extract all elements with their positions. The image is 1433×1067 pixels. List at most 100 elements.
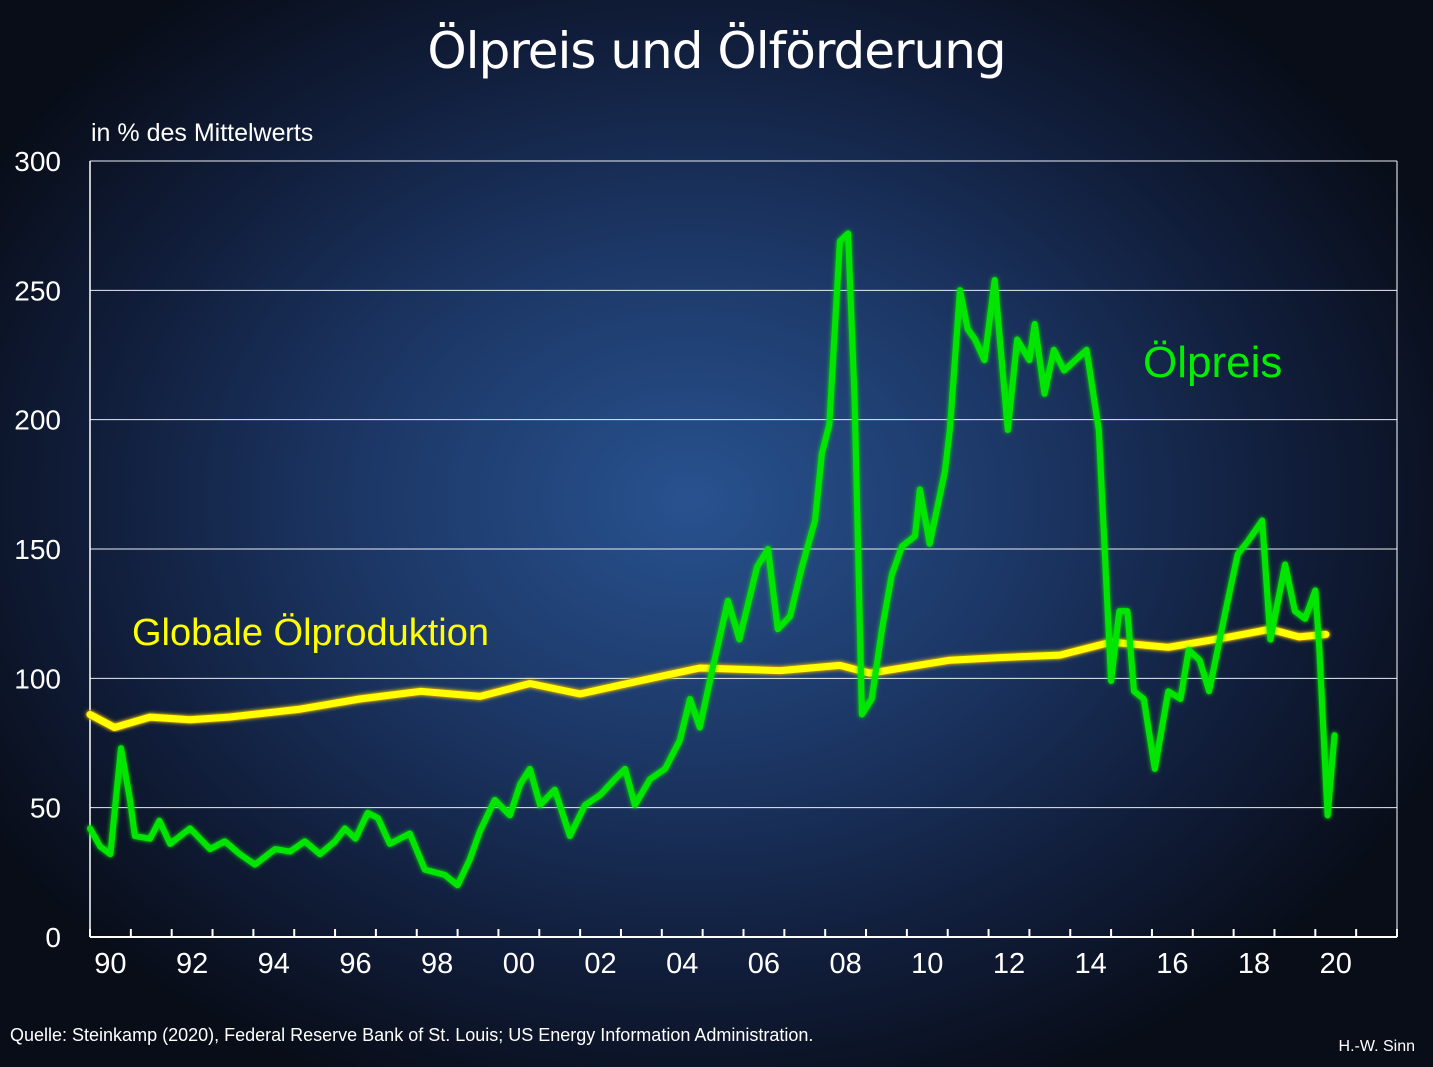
data-point bbox=[128, 798, 132, 802]
y-axis-label: in % des Mittelwerts bbox=[91, 119, 314, 147]
data-point bbox=[838, 663, 842, 667]
data-point bbox=[663, 767, 667, 771]
series-label-production: Globale Ölproduktion bbox=[132, 612, 489, 654]
data-point bbox=[1326, 813, 1330, 817]
series-label-oilprice: Ölpreis bbox=[1143, 338, 1283, 387]
data-point bbox=[1052, 348, 1056, 352]
data-point bbox=[343, 826, 347, 830]
x-tick-label: 00 bbox=[503, 948, 535, 980]
y-tick-label: 50 bbox=[30, 793, 61, 824]
data-point bbox=[678, 738, 682, 742]
x-tick-label: 10 bbox=[911, 948, 943, 980]
data-point bbox=[1228, 635, 1232, 639]
y-tick-label: 150 bbox=[14, 534, 61, 565]
data-point bbox=[1062, 369, 1066, 373]
x-tick-label: 04 bbox=[666, 948, 698, 980]
data-point bbox=[890, 573, 894, 577]
data-point bbox=[208, 847, 212, 851]
data-point bbox=[1283, 563, 1287, 567]
y-tick-label: 0 bbox=[45, 922, 61, 953]
data-point bbox=[108, 852, 112, 856]
data-point bbox=[333, 839, 337, 843]
chart-title: Ölpreis und Ölförderung bbox=[427, 22, 1006, 80]
data-point bbox=[648, 777, 652, 781]
data-point bbox=[982, 358, 986, 362]
source-note: Quelle: Steinkamp (2020), Federal Reserv… bbox=[10, 1025, 814, 1045]
data-point bbox=[913, 534, 917, 538]
data-point bbox=[223, 839, 227, 843]
data-point bbox=[1187, 648, 1191, 652]
data-point bbox=[746, 604, 750, 608]
data-point bbox=[1006, 428, 1010, 432]
data-point bbox=[599, 793, 603, 797]
data-point bbox=[88, 713, 92, 717]
data-point bbox=[1142, 697, 1146, 701]
data-point bbox=[113, 725, 117, 729]
data-point bbox=[918, 488, 922, 492]
data-point bbox=[860, 713, 864, 717]
data-point bbox=[376, 816, 380, 820]
data-point bbox=[948, 658, 952, 662]
data-point bbox=[1058, 653, 1062, 657]
x-tick-label: 06 bbox=[748, 948, 780, 980]
data-point bbox=[133, 834, 137, 838]
data-point bbox=[388, 842, 392, 846]
data-point bbox=[737, 638, 741, 642]
data-point bbox=[1207, 689, 1211, 693]
data-point bbox=[288, 850, 292, 854]
data-point bbox=[478, 829, 482, 833]
data-point bbox=[1125, 609, 1129, 613]
data-point bbox=[853, 397, 857, 401]
data-point bbox=[1117, 609, 1121, 613]
data-point bbox=[1268, 638, 1272, 642]
y-tick-label: 200 bbox=[14, 405, 61, 436]
data-point bbox=[800, 565, 804, 569]
y-tick-label: 100 bbox=[14, 663, 61, 694]
data-point bbox=[353, 837, 357, 841]
data-point bbox=[1333, 733, 1337, 737]
y-tick-label: 250 bbox=[14, 275, 61, 306]
data-point bbox=[623, 767, 627, 771]
x-tick-label: 18 bbox=[1238, 948, 1270, 980]
data-point bbox=[1132, 689, 1136, 693]
data-point bbox=[1198, 658, 1202, 662]
data-point bbox=[958, 288, 962, 292]
data-point bbox=[423, 868, 427, 872]
data-point bbox=[1166, 689, 1170, 693]
data-point bbox=[408, 832, 412, 836]
data-point bbox=[419, 689, 423, 693]
data-point bbox=[827, 423, 831, 427]
data-point bbox=[778, 669, 782, 673]
data-point bbox=[493, 798, 497, 802]
data-point bbox=[1097, 428, 1101, 432]
data-point bbox=[688, 697, 692, 701]
data-point bbox=[710, 669, 714, 673]
author-credit: H.-W. Sinn bbox=[1338, 1038, 1415, 1055]
data-point bbox=[1179, 697, 1183, 701]
data-point bbox=[568, 834, 572, 838]
data-point bbox=[633, 803, 637, 807]
data-point bbox=[1236, 552, 1240, 556]
x-tick-label: 14 bbox=[1075, 948, 1107, 980]
data-point bbox=[868, 671, 872, 675]
x-tick-label: 20 bbox=[1320, 948, 1352, 980]
data-point bbox=[518, 782, 522, 786]
data-point bbox=[583, 803, 587, 807]
data-point bbox=[1109, 679, 1113, 683]
data-point bbox=[998, 656, 1002, 660]
data-point bbox=[698, 725, 702, 729]
data-point bbox=[928, 542, 932, 546]
data-point bbox=[188, 826, 192, 830]
data-point bbox=[157, 819, 161, 823]
data-point bbox=[238, 852, 242, 856]
data-point bbox=[637, 679, 641, 683]
data-point bbox=[1317, 648, 1321, 652]
x-tick-label: 16 bbox=[1156, 948, 1188, 980]
data-point bbox=[1313, 588, 1317, 592]
data-point bbox=[1324, 632, 1328, 636]
data-point bbox=[900, 544, 904, 548]
data-point bbox=[273, 847, 277, 851]
data-point bbox=[1297, 635, 1301, 639]
data-point bbox=[98, 844, 102, 848]
